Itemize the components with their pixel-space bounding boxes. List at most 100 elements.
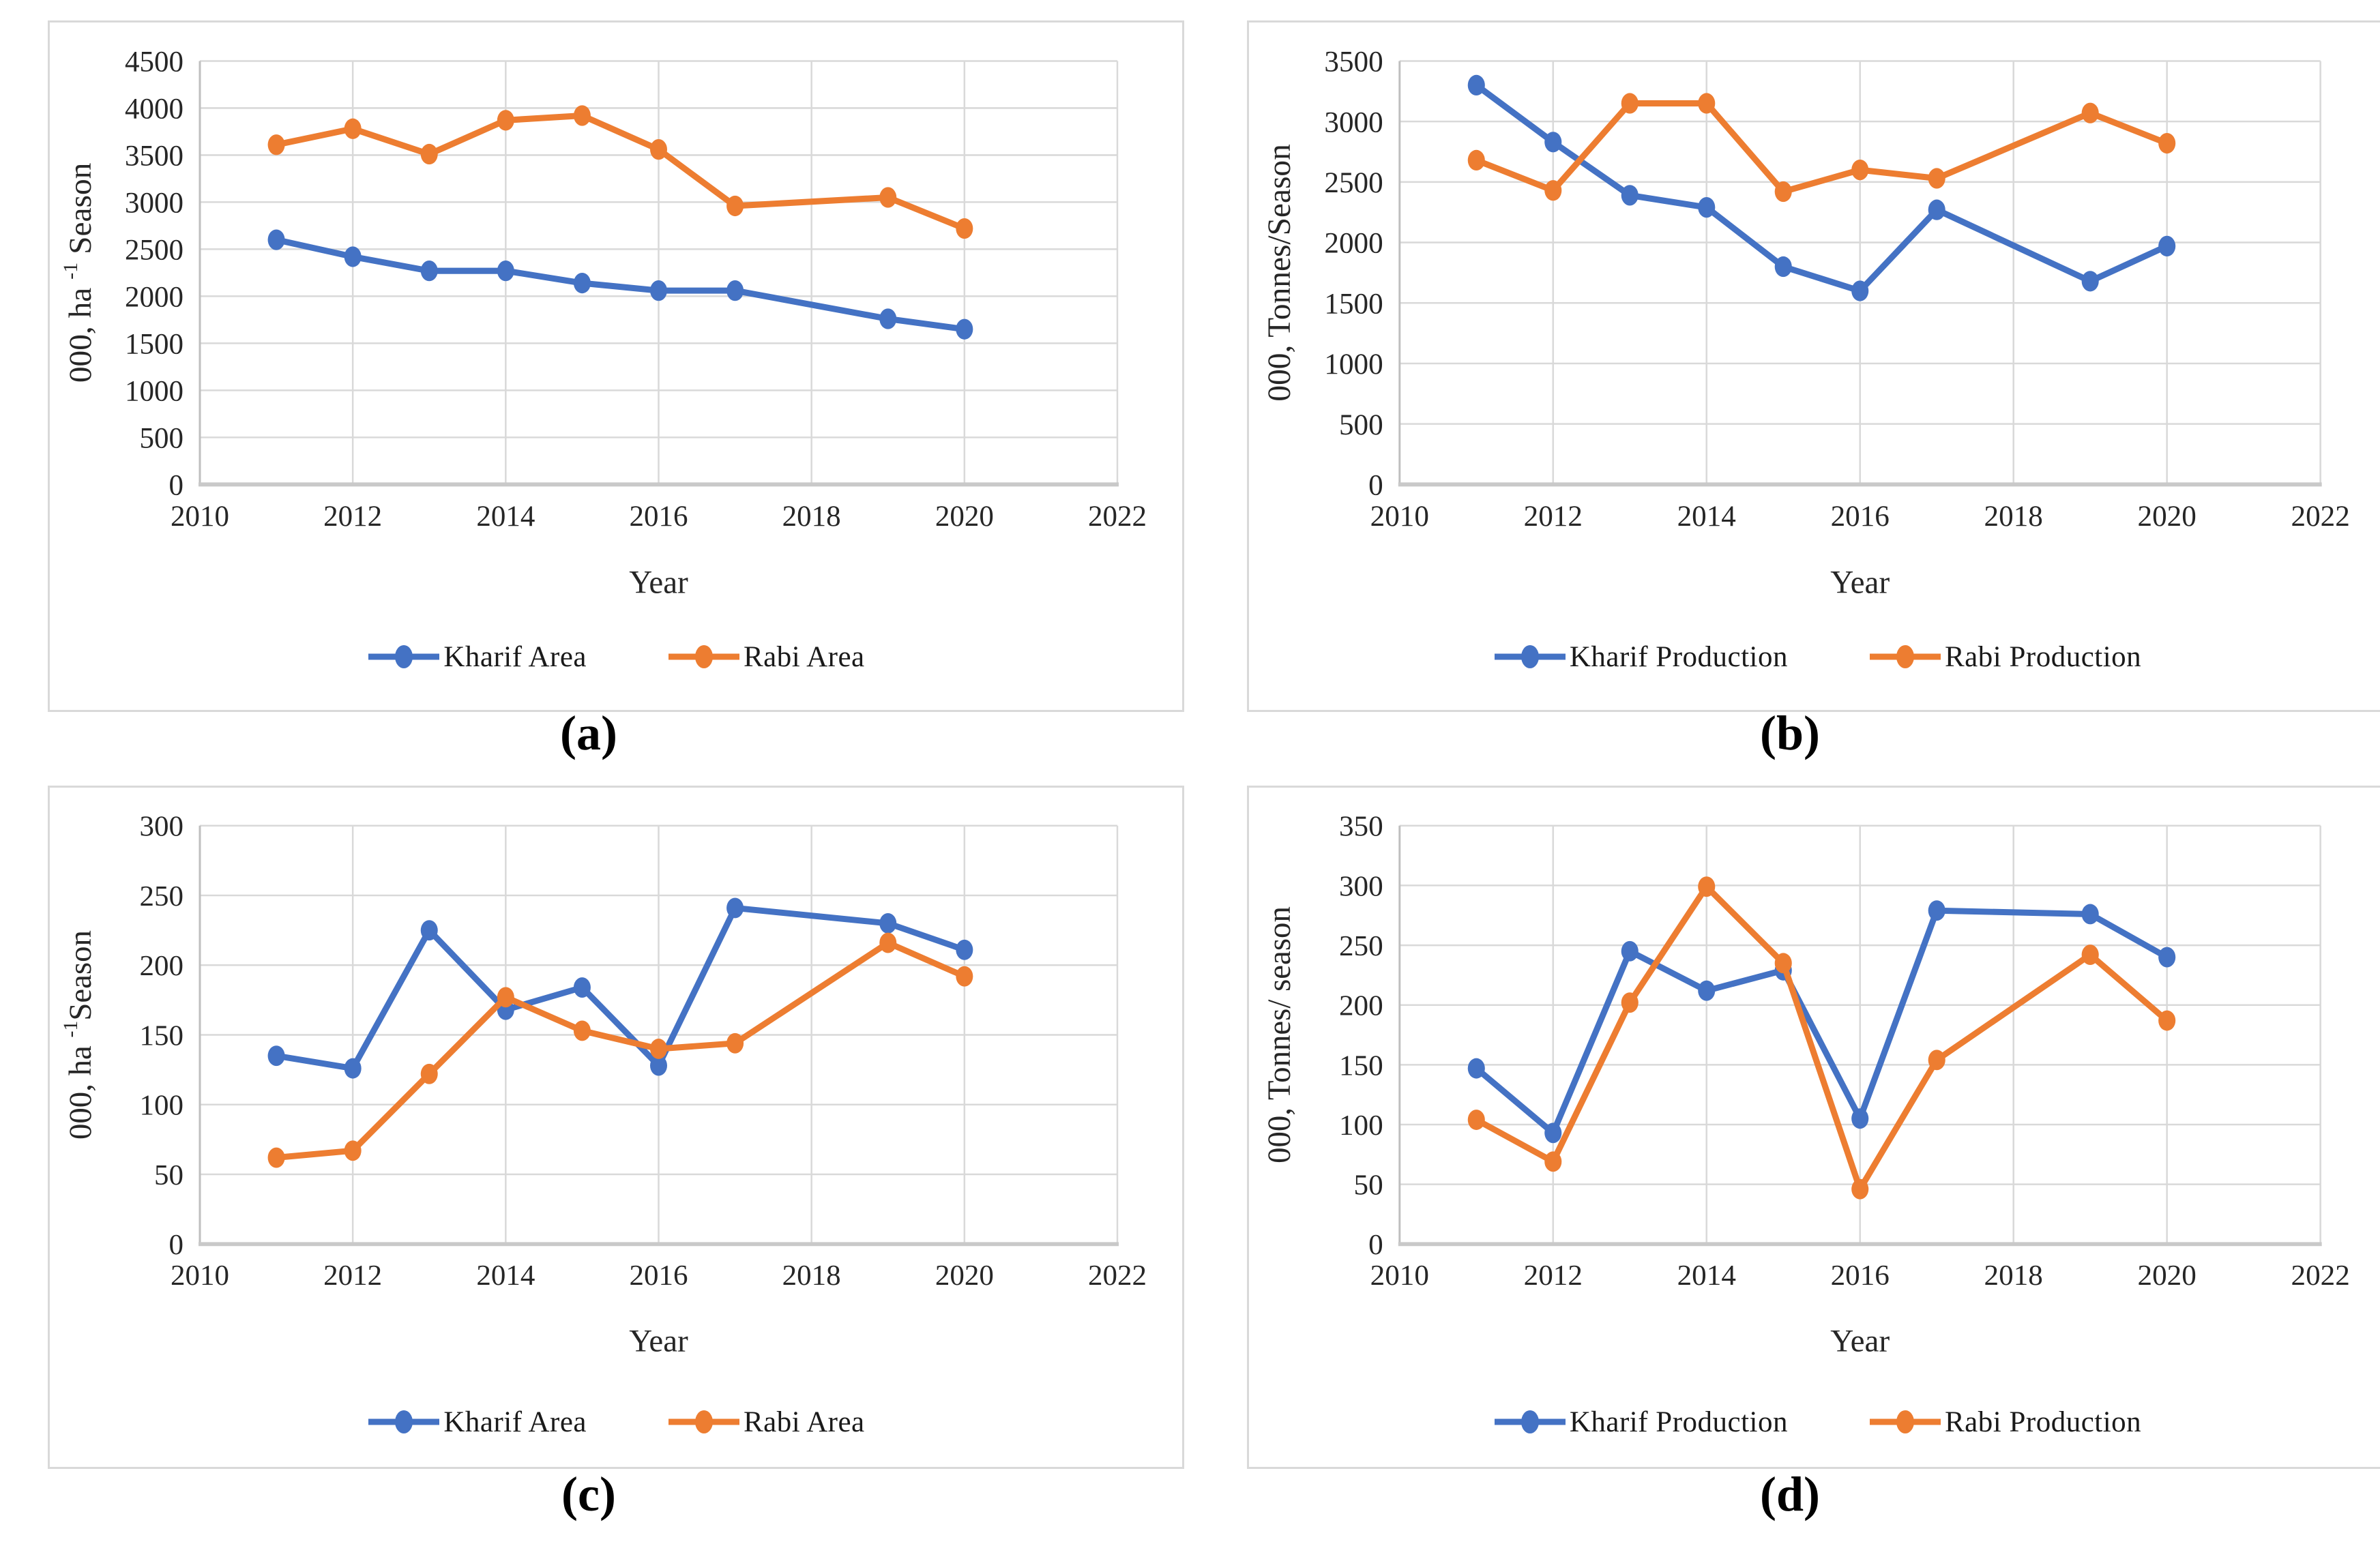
- x-tick-label: 2018: [782, 501, 841, 533]
- data-point-marker-rabi-production: [1774, 953, 1792, 974]
- data-point-marker-rabi-production: [1621, 992, 1639, 1013]
- legend-label: Rabi Production: [1945, 640, 2142, 673]
- x-tick-label: 2016: [1831, 1260, 1890, 1292]
- chart-d-legend: Kharif Production Rabi Production: [1249, 1388, 2380, 1456]
- legend-item-rabi-area: Rabi Area: [667, 1406, 865, 1439]
- y-tick-label: 0: [1368, 1229, 1383, 1261]
- data-point-marker-rabi-area: [726, 1032, 744, 1054]
- data-point-marker-rabi-production: [2081, 945, 2099, 966]
- data-point-marker-rabi-area: [879, 932, 897, 953]
- x-axis-title: Year: [1830, 1324, 1890, 1359]
- data-point-marker-rabi-area: [344, 1140, 362, 1161]
- x-tick-label: 2022: [1088, 1260, 1147, 1292]
- x-tick-label: 2018: [1984, 500, 2043, 533]
- data-point-marker-rabi-production: [1544, 180, 1562, 201]
- data-point-marker-kharif-production: [1698, 196, 1716, 218]
- data-point-marker-rabi-production: [1621, 93, 1639, 114]
- x-tick-label: 2010: [171, 1260, 229, 1292]
- y-tick-label: 3500: [125, 140, 183, 172]
- series-line-kharif-production: [1473, 82, 2171, 295]
- data-point-marker-rabi-production: [1467, 1110, 1485, 1130]
- caption-d: (d): [1760, 1467, 1820, 1521]
- legend-dot: [695, 645, 713, 668]
- x-tick-label: 2016: [1831, 500, 1890, 533]
- caption-a: (a): [560, 706, 617, 760]
- data-point-marker-kharif-production: [1851, 280, 1869, 301]
- legend-dot: [395, 645, 413, 668]
- y-tick-label: 100: [1339, 1110, 1383, 1142]
- x-tick-label: 2016: [630, 501, 688, 533]
- data-point-marker-kharif-production: [1544, 1123, 1562, 1144]
- x-tick-label: 2016: [630, 1260, 688, 1292]
- legend-item-kharif-production: Kharif Production: [1493, 1406, 1788, 1439]
- legend-item-rabi-production: Rabi Production: [1868, 1406, 2141, 1439]
- series-line-rabi-area: [273, 112, 968, 232]
- data-point-marker-kharif-area: [650, 280, 667, 301]
- y-tick-label: 200: [140, 950, 183, 982]
- data-point-marker-kharif-production: [1621, 185, 1639, 206]
- x-tick-label: 2020: [935, 501, 994, 533]
- legend-label: Kharif Area: [443, 1406, 587, 1438]
- legend-label: Kharif Production: [1569, 640, 1788, 673]
- y-tick-label: 300: [140, 811, 183, 843]
- data-point-marker-rabi-area: [420, 143, 438, 165]
- y-tick-label: 2000: [1324, 227, 1383, 260]
- x-tick-label: 2018: [782, 1260, 841, 1292]
- chart-panel-b: 0 500 1000 1500 2000 2500 3000 3500 2010 2012 2014…: [1247, 20, 2380, 712]
- y-tick-label: 2000: [125, 281, 183, 313]
- data-point-marker-rabi-production: [2158, 132, 2176, 154]
- y-axis-title: 000, Tonnes/Season: [1262, 144, 1297, 401]
- data-point-marker-kharif-production: [2158, 947, 2176, 968]
- data-point-marker-rabi-production: [1928, 168, 1945, 189]
- x-tick-label: 2012: [1524, 1260, 1583, 1292]
- x-axis-title: Year: [1830, 565, 1890, 601]
- series-line-rabi-area: [273, 940, 968, 1161]
- x-tick-label: 2010: [1370, 1260, 1429, 1292]
- legend-dot: [695, 1410, 713, 1433]
- legend-item-rabi-production: Rabi Production: [1868, 640, 2141, 674]
- x-tick-label: 2020: [935, 1260, 994, 1292]
- data-point-marker-kharif-area: [267, 229, 285, 250]
- y-tick-label: 200: [1339, 990, 1383, 1022]
- data-point-marker-rabi-production: [1467, 149, 1485, 171]
- y-tick-label: 2500: [1324, 166, 1383, 199]
- x-tick-label: 2014: [476, 1260, 535, 1292]
- y-tick-label: 1000: [1324, 348, 1383, 381]
- y-tick-label: 2500: [125, 234, 183, 266]
- x-tick-label: 2020: [2138, 1260, 2197, 1292]
- data-point-marker-kharif-area: [956, 939, 973, 960]
- data-point-marker-rabi-production: [2158, 1010, 2176, 1031]
- data-point-marker-rabi-production: [1851, 159, 1869, 181]
- data-point-marker-kharif-area: [344, 246, 362, 267]
- x-tick-label: 2022: [1088, 501, 1147, 533]
- chart-c-svg: 0 50 100 150 200 250 300 2010 2012 2014 2016 2018 20…: [59, 811, 1147, 1359]
- data-point-marker-rabi-area: [573, 1020, 591, 1041]
- data-point-marker-kharif-production: [1928, 199, 1945, 220]
- y-tick-label: 500: [1339, 408, 1383, 441]
- legend-marker-icon: [1494, 1410, 1566, 1433]
- chart-panel-c: 0 50 100 150 200 250 300 2010 2012 2014 2016 2018 20…: [48, 786, 1184, 1469]
- data-point-marker-kharif-area: [420, 920, 438, 941]
- y-tick-label: 1000: [125, 375, 183, 407]
- data-point-marker-rabi-production: [1774, 181, 1792, 203]
- y-tick-label: 150: [140, 1020, 183, 1052]
- y-tick-label: 3000: [1324, 106, 1383, 138]
- x-tick-label: 2010: [171, 501, 229, 533]
- legend-label: Rabi Production: [1945, 1406, 2142, 1438]
- data-point-marker-rabi-area: [267, 134, 285, 155]
- legend-label: Rabi Area: [744, 640, 865, 673]
- x-tick-label: 2012: [323, 1260, 382, 1292]
- series-line-rabi-production: [1473, 100, 2171, 195]
- data-point-marker-rabi-area: [344, 118, 362, 139]
- y-tick-label: 3500: [1324, 45, 1383, 78]
- caption-b: (b): [1760, 706, 1820, 760]
- data-point-marker-rabi-production: [2081, 102, 2099, 123]
- chart-b-svg: 0 500 1000 1500 2000 2500 3000 3500 2010 2012 2014…: [1262, 45, 2349, 601]
- data-point-marker-kharif-production: [1621, 940, 1639, 962]
- y-tick-label: 3000: [125, 187, 183, 219]
- data-point-marker-rabi-area: [497, 987, 514, 1008]
- legend-item-rabi-area: Rabi Area: [667, 640, 865, 674]
- y-axis-title: 000, Tonnes/ season: [1262, 906, 1297, 1163]
- y-tick-label: 250: [140, 880, 183, 912]
- data-point-marker-kharif-production: [1851, 1108, 1869, 1129]
